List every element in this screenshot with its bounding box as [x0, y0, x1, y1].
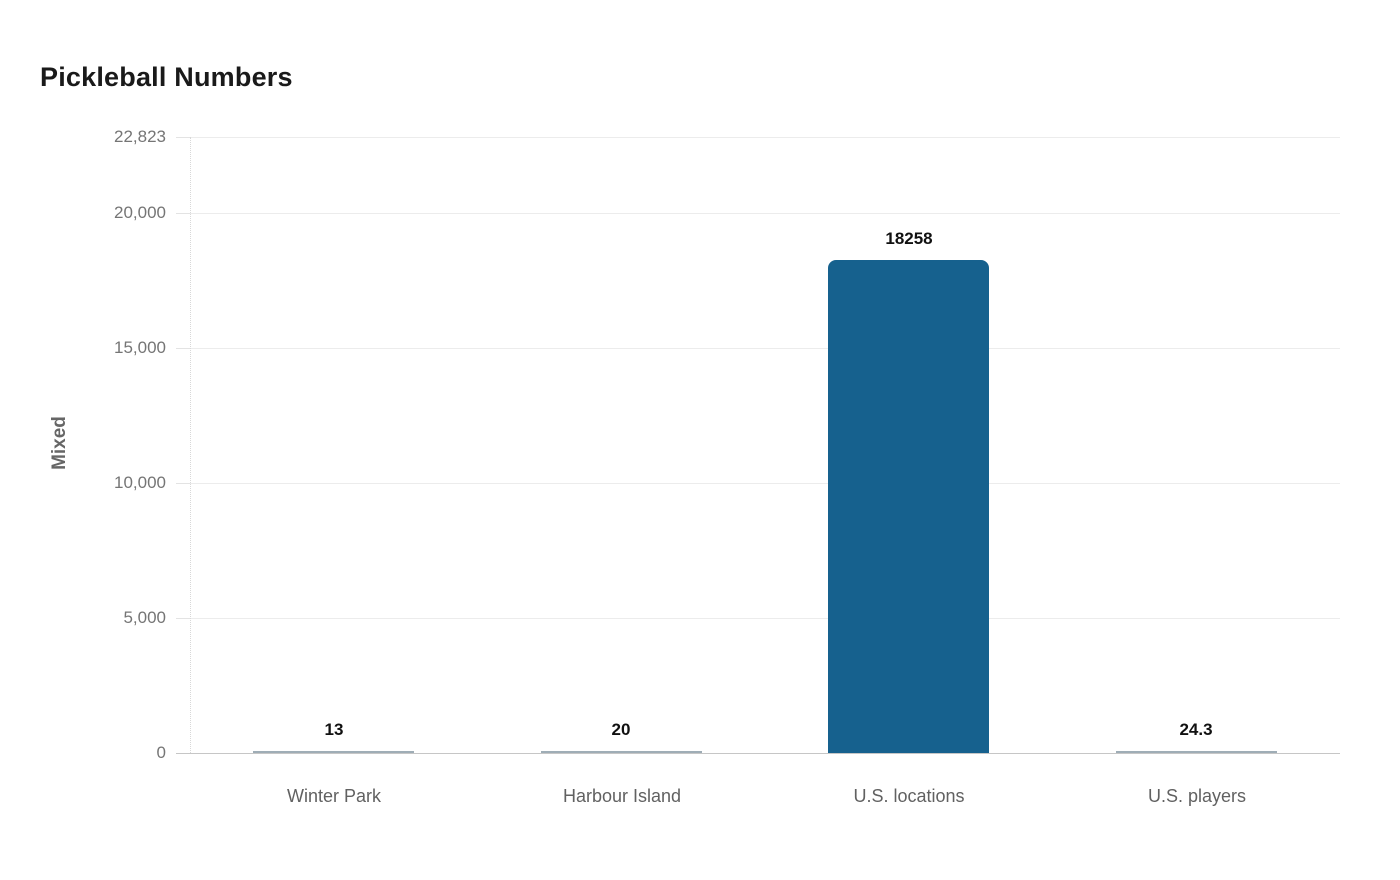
category-label: U.S. players [1147, 786, 1247, 806]
bar [828, 260, 989, 753]
y-tick-label: 15,000 [114, 338, 166, 358]
y-tick-label: 10,000 [114, 473, 166, 493]
y-axis-line [190, 137, 191, 753]
chart-title: Pickleball Numbers [40, 62, 293, 92]
y-tick-label: 22,823 [114, 127, 166, 146]
gridline [190, 137, 1340, 138]
gridline [190, 213, 1340, 215]
bar [253, 751, 414, 753]
bar-value-label: 13 [324, 720, 344, 739]
bar-value-label: 24.3 [1179, 720, 1213, 739]
y-tick-mark [176, 137, 190, 138]
y-tick-mark [176, 483, 190, 485]
y-tick-label: 5,000 [123, 608, 166, 628]
bar [1116, 751, 1277, 753]
bar [541, 751, 702, 753]
y-tick-mark [176, 213, 190, 215]
y-tick-label: 0 [156, 743, 166, 762]
bar-value-label: 20 [611, 720, 631, 739]
y-tick-label: 20,000 [114, 203, 166, 223]
category-label: U.S. locations [853, 786, 965, 806]
y-tick-mark [176, 348, 190, 350]
category-label: Winter Park [286, 786, 382, 806]
y-tick-mark [176, 618, 190, 620]
y-axis-label: Mixed [49, 416, 70, 470]
x-axis-line [176, 753, 1340, 754]
gridline [190, 348, 1340, 350]
category-label: Harbour Island [562, 786, 682, 806]
gridline [190, 483, 1340, 485]
bar-value-label: 18258 [885, 229, 933, 248]
gridline [190, 618, 1340, 620]
